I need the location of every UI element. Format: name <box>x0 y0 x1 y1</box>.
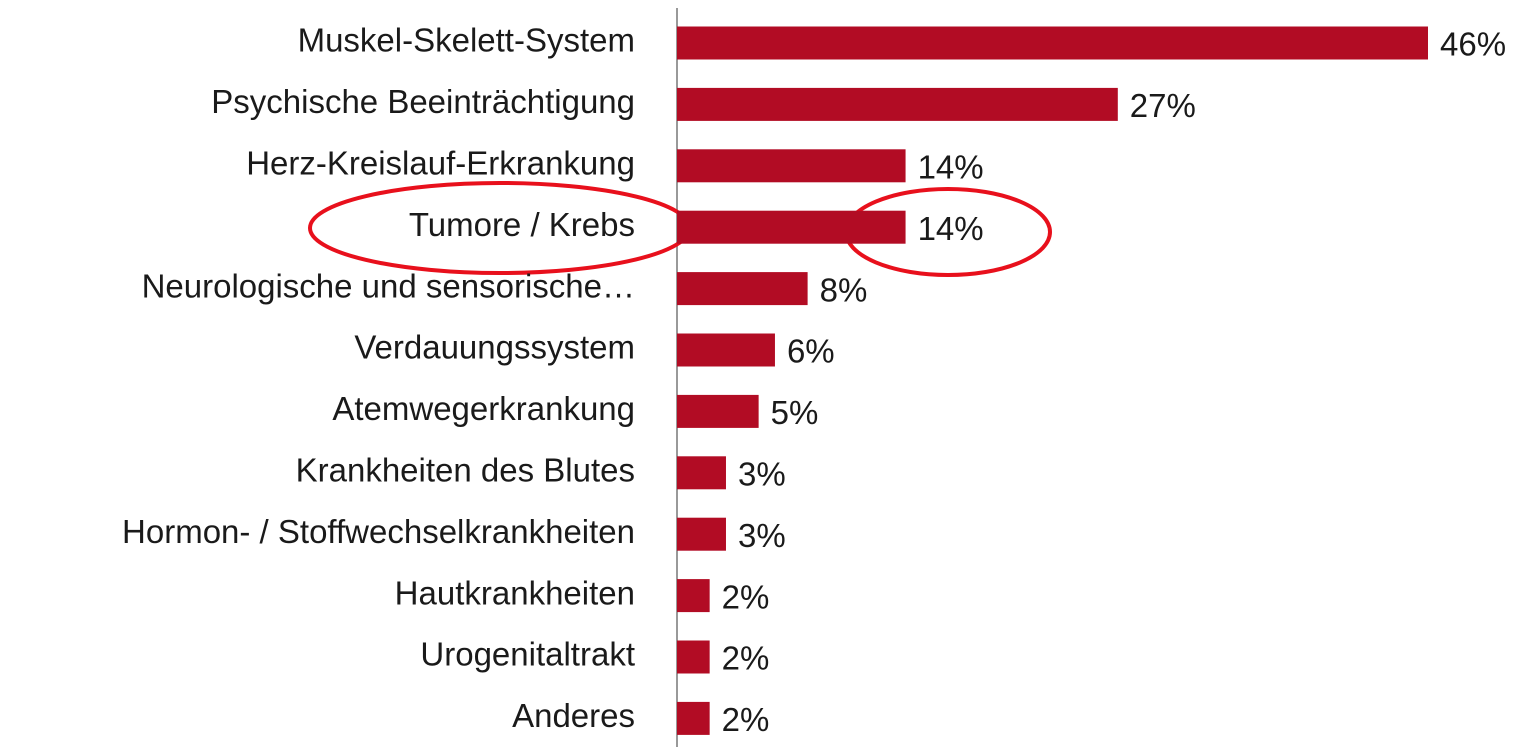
value-label: 3% <box>738 456 786 493</box>
category-label: Psychische Beeinträchtigung <box>211 83 635 120</box>
value-label: 2% <box>722 578 770 615</box>
bar <box>677 333 775 367</box>
value-label: 14% <box>918 149 984 186</box>
category-label: Hautkrankheiten <box>395 574 635 611</box>
category-label: Tumore / Krebs <box>409 206 635 243</box>
category-label: Neurologische und sensorische… <box>142 267 635 304</box>
category-label: Hormon- / Stoffwechselkrankheiten <box>122 513 635 550</box>
value-label: 2% <box>722 640 770 677</box>
bar <box>677 26 1428 60</box>
value-label: 3% <box>738 517 786 554</box>
category-label: Atemwegerkrankung <box>332 390 635 427</box>
bar <box>677 87 1118 121</box>
bar <box>677 640 710 674</box>
bar <box>677 701 710 735</box>
category-label: Verdauungssystem <box>354 329 635 366</box>
value-label: 8% <box>820 271 868 308</box>
category-label: Anderes <box>512 697 635 734</box>
category-label: Muskel-Skelett-System <box>298 22 635 59</box>
bar <box>677 210 906 244</box>
bar <box>677 456 726 490</box>
category-label: Herz-Kreislauf-Erkrankung <box>246 145 635 182</box>
value-label: 2% <box>722 701 770 738</box>
category-label: Urogenitaltrakt <box>420 636 635 673</box>
category-label: Krankheiten des Blutes <box>296 452 635 489</box>
bar <box>677 149 906 183</box>
value-label: 14% <box>918 210 984 247</box>
bar <box>677 272 808 306</box>
value-label: 5% <box>771 394 819 431</box>
bar <box>677 394 759 428</box>
bar <box>677 579 710 613</box>
bar <box>677 517 726 551</box>
value-label: 27% <box>1130 87 1196 124</box>
value-label: 6% <box>787 333 835 370</box>
value-label: 46% <box>1440 26 1506 63</box>
